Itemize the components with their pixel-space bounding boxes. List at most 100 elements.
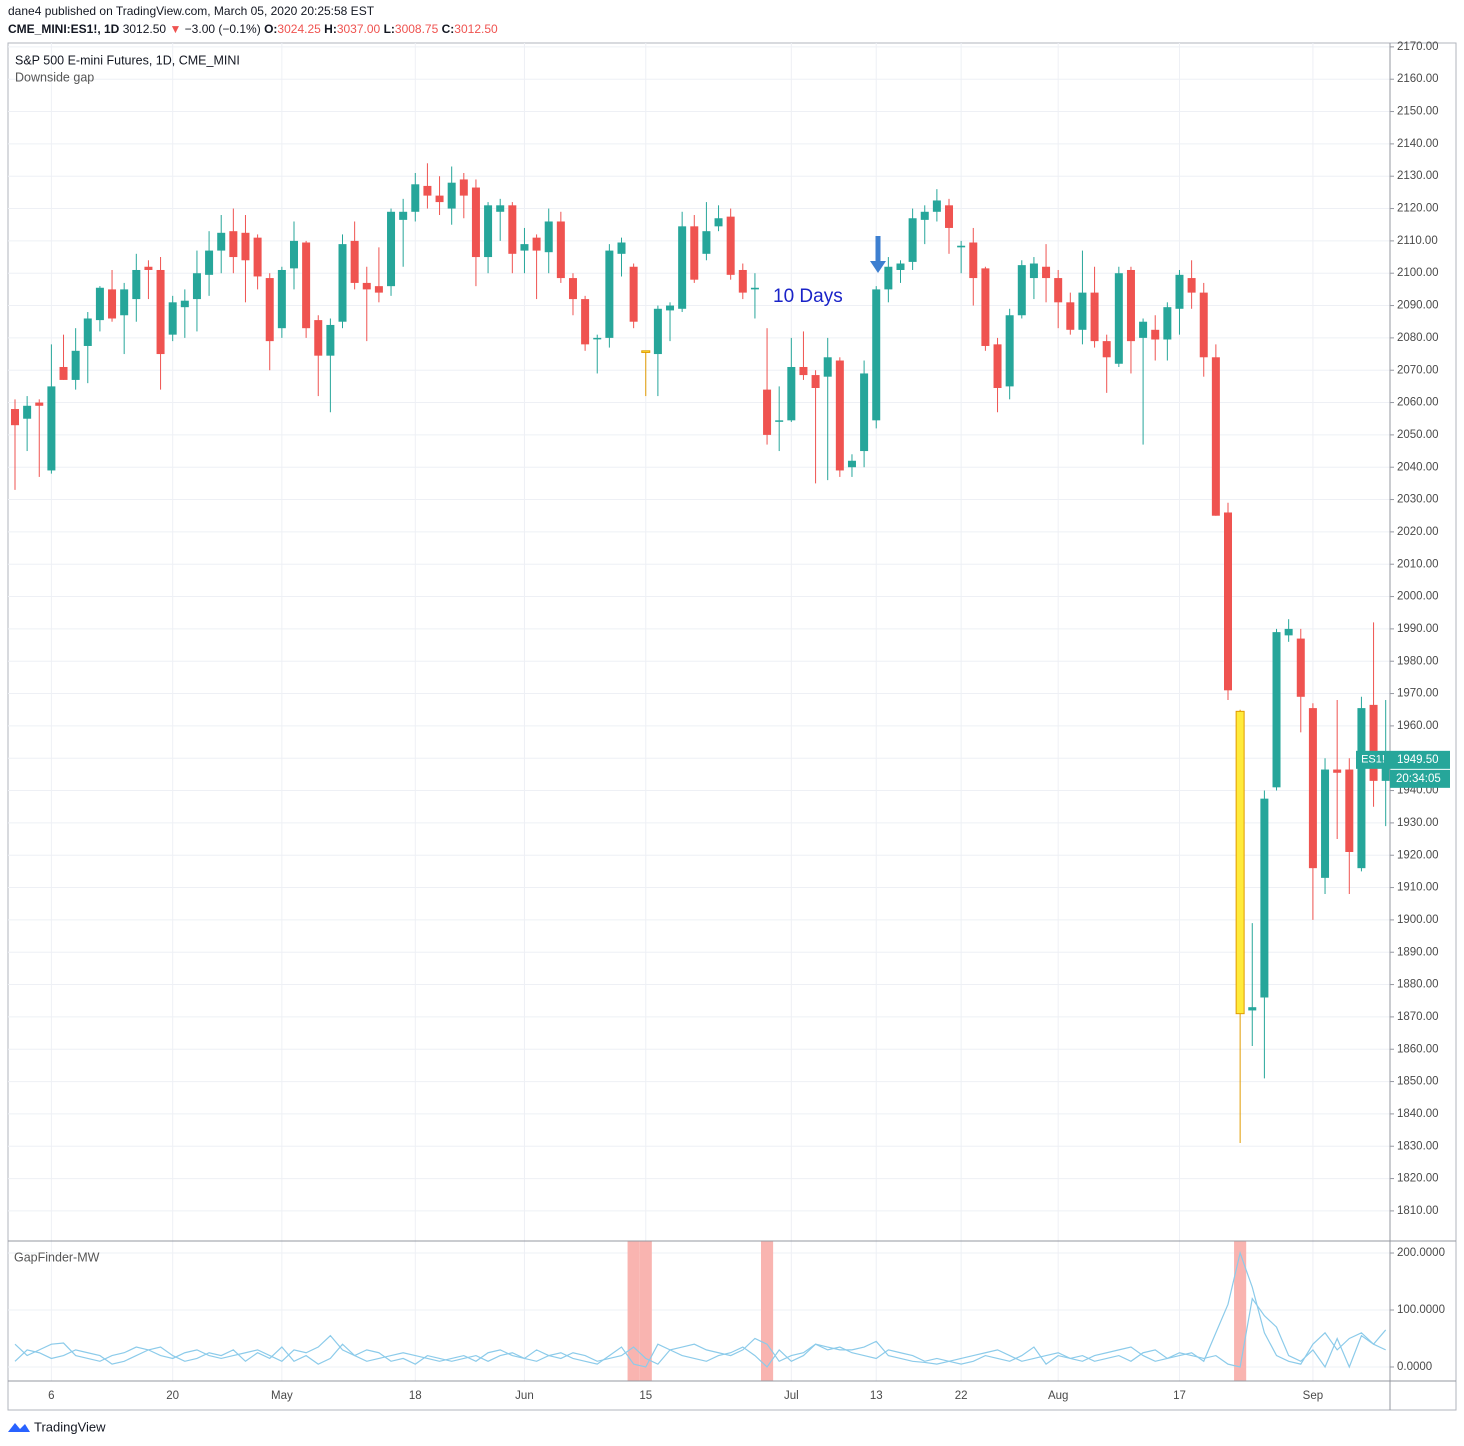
candle-body xyxy=(1029,263,1038,279)
l: 3008.75 xyxy=(395,22,439,36)
last: 3012.50 xyxy=(123,22,167,36)
y-tick-label: 2070.00 xyxy=(1397,364,1439,376)
y-tick-label: 2000.00 xyxy=(1397,591,1439,603)
candle-body xyxy=(520,244,529,251)
candle-body xyxy=(277,269,286,329)
y-tick-label: 1820.00 xyxy=(1397,1173,1439,1185)
candle-body xyxy=(605,250,614,338)
c: 3012.50 xyxy=(454,22,498,36)
candle-body xyxy=(969,242,978,279)
change: −3.00 (−0.1%) xyxy=(185,22,261,36)
ohlc-line: CME_MINI:ES1!, 1D 3012.50 ▼ −3.00 (−0.1%… xyxy=(8,22,498,36)
candle-body xyxy=(1054,278,1063,303)
x-tick-label: Jun xyxy=(515,1390,534,1402)
candle-body xyxy=(1139,321,1148,338)
candle-body xyxy=(1321,769,1330,878)
candle-body xyxy=(920,211,929,220)
y-tick-label: 2110.00 xyxy=(1397,235,1438,247)
candle-body xyxy=(884,266,893,290)
y-tick-label: 2120.00 xyxy=(1397,203,1439,215)
indicator-line xyxy=(14,1250,1387,1365)
y-tick-label: 2060.00 xyxy=(1397,397,1439,409)
candle-body xyxy=(1333,769,1342,773)
candle-body xyxy=(763,389,772,435)
gap-highlight xyxy=(639,1241,652,1381)
y-tick-label: 1850.00 xyxy=(1397,1076,1439,1088)
candle-body xyxy=(180,300,189,308)
y-tick-label: 2090.00 xyxy=(1397,300,1439,312)
l-label: L: xyxy=(384,22,395,36)
countdown-box xyxy=(1390,769,1450,788)
candle-body xyxy=(1175,274,1184,309)
candle-body xyxy=(1187,278,1196,293)
indicator-line xyxy=(14,1297,1386,1369)
annotation: 10 Days xyxy=(773,286,843,307)
candle-body xyxy=(702,231,711,254)
candle-body xyxy=(192,273,201,300)
h: 3037.00 xyxy=(337,22,381,36)
candle-body xyxy=(1235,710,1245,1015)
candle-body xyxy=(23,405,32,419)
candle-body xyxy=(593,337,602,340)
candle-body xyxy=(1357,708,1366,869)
candle-body xyxy=(799,366,808,376)
candle-body xyxy=(750,287,759,290)
y-tick-label: 1910.00 xyxy=(1397,882,1439,894)
candle-body xyxy=(1381,759,1390,781)
candle-body xyxy=(289,240,298,269)
candle-body xyxy=(59,366,68,380)
candle-body xyxy=(83,318,92,346)
y-tick-label: 2040.00 xyxy=(1397,461,1439,473)
y-tick-label: 2010.00 xyxy=(1397,558,1439,570)
candle-body xyxy=(508,205,517,254)
x-tick-label: 20 xyxy=(166,1390,179,1402)
candle-body xyxy=(641,350,651,353)
c-label: C: xyxy=(442,22,455,36)
y-tick-label: 0.0000 xyxy=(1397,1361,1432,1373)
tv-logo xyxy=(8,1423,30,1432)
x-tick-label: 13 xyxy=(870,1390,883,1402)
candle-body xyxy=(993,344,1002,389)
candle-body xyxy=(387,211,396,287)
indicator-title: GapFinder-MW xyxy=(14,1250,100,1264)
y-tick-label: 2150.00 xyxy=(1397,106,1439,118)
y-tick-label: 1900.00 xyxy=(1397,914,1439,926)
candle-body xyxy=(860,373,869,452)
candle-body xyxy=(205,250,214,275)
candle-body xyxy=(156,269,165,355)
candle-body xyxy=(823,357,832,377)
gap-highlight xyxy=(627,1241,640,1381)
candle-body xyxy=(47,386,56,471)
candle-body xyxy=(1042,266,1051,279)
y-tick-label: 2100.00 xyxy=(1397,267,1439,279)
y-tick-label: 1930.00 xyxy=(1397,817,1439,829)
candle-body xyxy=(678,226,687,309)
candle-body xyxy=(350,240,359,283)
candle-body xyxy=(314,320,323,356)
candle-body xyxy=(459,179,468,196)
y-tick-label: 100.0000 xyxy=(1397,1304,1445,1316)
x-tick-label: May xyxy=(271,1390,293,1402)
candle-body xyxy=(957,245,966,248)
candle-body xyxy=(1126,269,1135,342)
candle-body xyxy=(544,221,553,253)
symbol-tag: ES1! xyxy=(1361,754,1385,766)
chart-title: S&P 500 E-mini Futures, 1D, CME_MINI xyxy=(15,53,240,67)
candle-body xyxy=(1272,632,1281,788)
x-tick-label: 18 xyxy=(409,1390,422,1402)
x-tick-label: Sep xyxy=(1303,1390,1323,1402)
candle-body xyxy=(1163,307,1172,340)
candle-body xyxy=(265,278,274,342)
candle-body xyxy=(11,409,19,426)
candle-body xyxy=(1078,292,1087,330)
candle-body xyxy=(872,289,881,421)
candle-body xyxy=(1296,638,1305,697)
candle-body xyxy=(666,305,675,311)
price-tag-box xyxy=(1390,750,1450,769)
y-tick-label: 1810.00 xyxy=(1397,1205,1439,1217)
y-tick-label: 1830.00 xyxy=(1397,1140,1439,1152)
candle-body xyxy=(484,205,493,258)
candle-body xyxy=(1066,302,1075,330)
candle-body xyxy=(775,420,784,422)
y-tick-label: 1870.00 xyxy=(1397,1011,1439,1023)
